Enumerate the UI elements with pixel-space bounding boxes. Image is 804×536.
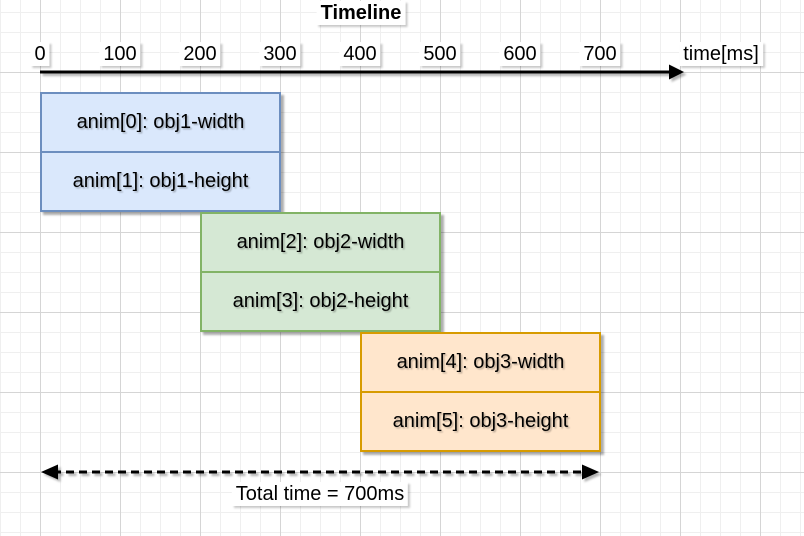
- axis-tick-200: 200: [179, 42, 221, 66]
- anim-group-obj1[interactable]: anim[0]: obj1-width anim[1]: obj1-height: [40, 92, 281, 212]
- anim-bar-0-label: anim[0]: obj1-width: [76, 111, 245, 133]
- anim-group-obj3[interactable]: anim[4]: obj3-width anim[5]: obj3-height: [360, 332, 601, 452]
- axis-tick-400: 400: [339, 42, 381, 66]
- anim-bar-1-label: anim[1]: obj1-height: [72, 170, 249, 192]
- anim-bar-5-label: anim[5]: obj3-height: [392, 410, 569, 432]
- anim-bar-5[interactable]: anim[5]: obj3-height: [362, 393, 599, 450]
- anim-bar-4[interactable]: anim[4]: obj3-width: [362, 334, 599, 393]
- anim-bar-1[interactable]: anim[1]: obj1-height: [42, 153, 279, 210]
- total-time-label: Total time = 700ms: [231, 482, 409, 506]
- anim-bar-3-label: anim[3]: obj2-height: [232, 290, 409, 312]
- anim-bar-0[interactable]: anim[0]: obj1-width: [42, 94, 279, 153]
- axis-tick-500: 500: [419, 42, 461, 66]
- axis-tick-100: 100: [99, 42, 141, 66]
- anim-group-obj2[interactable]: anim[2]: obj2-width anim[3]: obj2-height: [200, 212, 441, 332]
- diagram-title: Timeline: [316, 1, 406, 25]
- axis-tick-700: 700: [579, 42, 621, 66]
- anim-bar-3[interactable]: anim[3]: obj2-height: [202, 273, 439, 330]
- axis-tick-0: 0: [30, 42, 50, 66]
- total-time-right-arrowhead-icon: [582, 464, 599, 480]
- anim-bar-2-label: anim[2]: obj2-width: [236, 231, 405, 253]
- axis-tick-300: 300: [259, 42, 301, 66]
- anim-bar-2[interactable]: anim[2]: obj2-width: [202, 214, 439, 273]
- axis-tick-600: 600: [499, 42, 541, 66]
- time-axis-arrowhead-icon: [669, 64, 684, 80]
- total-time-left-arrowhead-icon: [41, 464, 58, 480]
- axis-unit-label: time[ms]: [679, 42, 763, 66]
- anim-bar-4-label: anim[4]: obj3-width: [396, 351, 565, 373]
